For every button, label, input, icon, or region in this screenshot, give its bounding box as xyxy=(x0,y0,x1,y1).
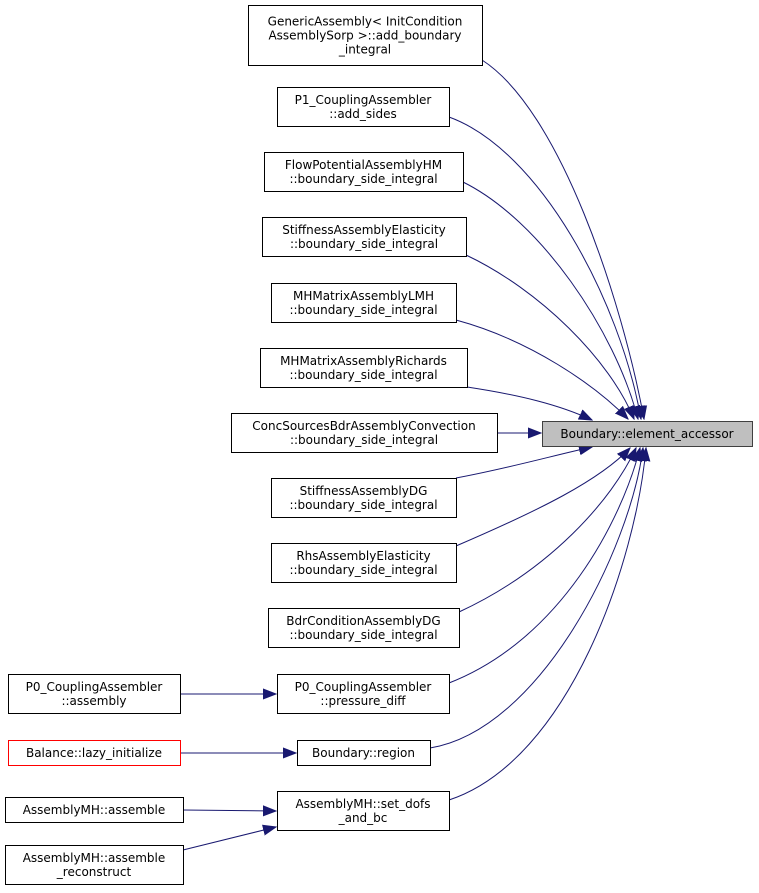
edge xyxy=(448,448,640,684)
node-label: FlowPotentialAssemblyHM xyxy=(285,158,442,172)
node-label: ::boundary_side_integral xyxy=(289,498,437,512)
edge xyxy=(458,448,636,613)
node-box xyxy=(271,543,457,583)
node-label: ::assembly xyxy=(61,694,126,708)
node-box xyxy=(268,608,460,648)
node-label: StiffnessAssemblyElasticity xyxy=(282,223,446,237)
node-label: _integral xyxy=(338,43,391,57)
node-label: MHMatrixAssemblyRichards xyxy=(280,354,447,368)
node-box xyxy=(264,152,464,192)
node-label: P0_CouplingAssembler xyxy=(26,680,163,694)
node-label: ::pressure_diff xyxy=(320,694,406,708)
node: Boundary::region xyxy=(297,740,431,766)
node: GenericAssembly< InitConditionAssemblySo… xyxy=(248,5,483,66)
node-label: AssemblyMH::assemble xyxy=(23,851,166,865)
node: MHMatrixAssemblyRichards::boundary_side_… xyxy=(260,348,468,388)
node-label: AssemblyMH::set_dofs xyxy=(295,797,430,811)
node: Boundary::element_accessor xyxy=(542,421,753,447)
node-label: ::boundary_side_integral xyxy=(289,368,437,382)
node: AssemblyMH::assemble xyxy=(5,797,184,823)
edge xyxy=(429,448,643,749)
node: FlowPotentialAssemblyHM::boundary_side_i… xyxy=(264,152,464,192)
node: StiffnessAssemblyDG::boundary_side_integ… xyxy=(271,478,457,518)
node-box xyxy=(271,283,457,323)
nodes: Boundary::element_accessor GenericAssembl… xyxy=(5,5,753,885)
node-box xyxy=(8,674,181,714)
edge xyxy=(466,386,592,420)
node-label: ConcSourcesBdrAssemblyConvection xyxy=(252,419,475,433)
node-label: P0_CouplingAssembler xyxy=(295,680,432,694)
edge xyxy=(462,181,638,419)
node: P0_CouplingAssembler::assembly xyxy=(8,674,181,714)
node-box xyxy=(277,87,450,127)
node-label: _reconstruct xyxy=(56,865,132,879)
node-label: _and_bc xyxy=(338,811,388,825)
node-label: AssemblyMH::assemble xyxy=(23,803,166,817)
node-label: Balance::lazy_initialize xyxy=(26,746,162,760)
node: BdrConditionAssemblyDG::boundary_side_in… xyxy=(268,608,460,648)
node-box xyxy=(277,674,450,714)
edge xyxy=(455,447,592,479)
node-label: ::boundary_side_integral xyxy=(290,237,438,251)
node: P1_CouplingAssembler::add_sides xyxy=(277,87,450,127)
node-box xyxy=(8,740,181,766)
node-box xyxy=(260,348,468,388)
edge xyxy=(448,448,646,801)
node-label: ::boundary_side_integral xyxy=(289,628,437,642)
node-box xyxy=(5,845,184,885)
edge xyxy=(455,448,630,547)
node-label: BdrConditionAssemblyDG xyxy=(286,614,440,628)
node-box xyxy=(277,791,450,831)
node-label: ::boundary_side_integral xyxy=(289,172,437,186)
node: ConcSourcesBdrAssemblyConvection::bounda… xyxy=(231,413,498,453)
edge xyxy=(455,319,628,419)
edge xyxy=(182,827,276,851)
node: RhsAssemblyElasticity::boundary_side_int… xyxy=(271,543,457,583)
edge xyxy=(182,810,276,811)
node-box xyxy=(248,5,483,66)
node-label: ::boundary_side_integral xyxy=(289,563,437,577)
node-box xyxy=(542,421,753,447)
node-box xyxy=(5,797,184,823)
node-label: GenericAssembly< InitCondition xyxy=(268,15,463,29)
edges xyxy=(180,59,646,851)
node-box xyxy=(271,478,457,518)
node: P0_CouplingAssembler::pressure_diff xyxy=(277,674,450,714)
node-label: RhsAssemblyElasticity xyxy=(296,549,430,563)
node-label: Boundary::region xyxy=(312,746,415,760)
node-label: ::boundary_side_integral xyxy=(290,433,438,447)
node-box xyxy=(231,413,498,453)
node-label: P1_CouplingAssembler xyxy=(295,93,432,107)
node-label: AssemblySorp >::add_boundary xyxy=(268,29,461,43)
node-label: ::add_sides xyxy=(329,107,397,121)
node-label: Boundary::element_accessor xyxy=(560,427,733,441)
node-box xyxy=(297,740,431,766)
node-label: ::boundary_side_integral xyxy=(289,303,437,317)
node: Balance::lazy_initialize xyxy=(8,740,181,766)
node: AssemblyMH::assemble_reconstruct xyxy=(5,845,184,885)
edge xyxy=(448,116,641,419)
edge xyxy=(465,254,634,419)
node: AssemblyMH::set_dofs_and_bc xyxy=(277,791,450,831)
node: MHMatrixAssemblyLMH::boundary_side_integ… xyxy=(271,283,457,323)
node-label: StiffnessAssemblyDG xyxy=(300,484,428,498)
node: StiffnessAssemblyElasticity::boundary_si… xyxy=(262,217,467,257)
node-box xyxy=(262,217,467,257)
edge xyxy=(481,59,644,419)
node-label: MHMatrixAssemblyLMH xyxy=(293,289,434,303)
